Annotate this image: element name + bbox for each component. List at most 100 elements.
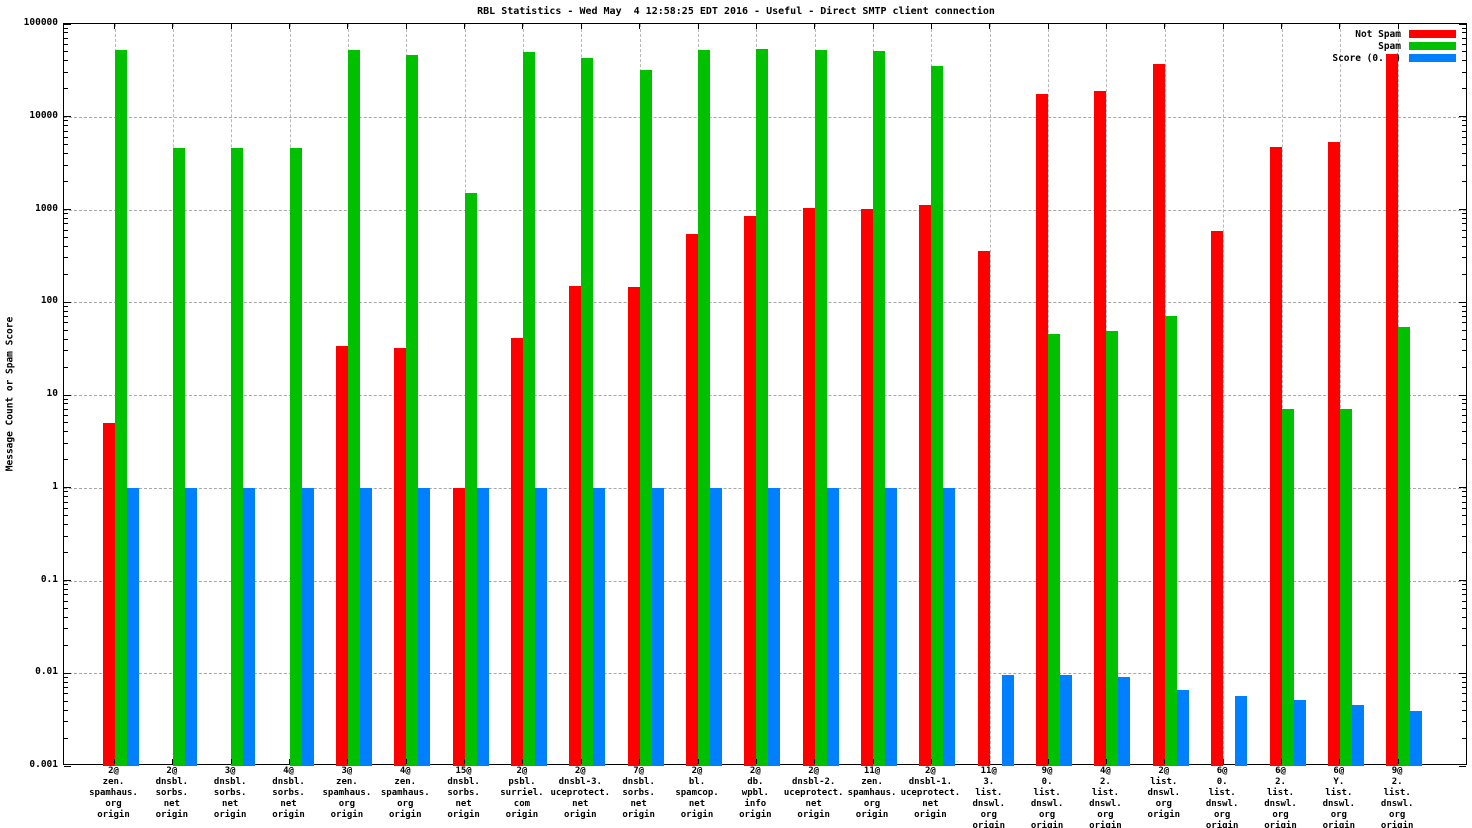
y-minor-tick — [64, 501, 68, 503]
x-tick — [172, 759, 174, 764]
y-major-tick — [1459, 116, 1466, 118]
y-minor-tick — [64, 408, 68, 410]
x-tick — [289, 759, 291, 764]
x-category-label: 9@ 2. list. dnswl. org origin — [1380, 766, 1414, 828]
y-minor-tick — [1462, 37, 1466, 39]
bar-spam — [931, 66, 944, 766]
x-tick — [639, 24, 641, 29]
x-tick — [814, 759, 816, 764]
y-major-tick — [64, 580, 71, 581]
y-major-tick — [1459, 209, 1466, 210]
y-major-tick — [64, 301, 71, 303]
y-tick-label: 100 — [40, 295, 58, 307]
y-minor-tick — [1462, 507, 1466, 509]
y-minor-tick — [64, 51, 68, 53]
y-major-tick — [64, 394, 71, 396]
gridline-vertical — [1281, 24, 1283, 764]
x-tick — [1164, 759, 1166, 764]
x-tick — [580, 24, 582, 29]
x-tick — [114, 24, 115, 29]
x-tick — [697, 759, 699, 764]
y-major-tick — [1459, 487, 1466, 489]
x-tick — [1397, 759, 1399, 764]
bar-not-spam — [569, 285, 582, 766]
y-minor-tick — [64, 153, 68, 155]
x-tick — [1047, 24, 1049, 29]
bar-not-spam — [627, 287, 640, 766]
x-tick — [522, 24, 524, 29]
x-category-label: 4@ zen. spamhaus. org origin — [380, 766, 430, 820]
y-minor-tick — [1462, 515, 1466, 517]
bar-spam — [814, 49, 827, 766]
bar-not-spam — [394, 348, 407, 766]
x-tick — [989, 24, 991, 29]
bar-spam — [1164, 316, 1177, 766]
y-tick-label: 10 — [46, 388, 58, 399]
y-minor-tick — [64, 459, 68, 461]
y-minor-tick — [64, 229, 68, 231]
y-major-tick — [64, 23, 71, 25]
y-minor-tick — [64, 120, 68, 122]
y-minor-tick — [1462, 415, 1466, 417]
bar-score-0-1 — [534, 487, 547, 766]
y-minor-tick — [1462, 88, 1466, 90]
y-minor-tick — [1462, 422, 1466, 424]
y-minor-tick — [1462, 403, 1466, 405]
bar-spam — [231, 148, 244, 766]
y-minor-tick — [64, 60, 68, 62]
x-category-label: 4@ 2. list. dnswl. org origin — [1089, 766, 1122, 828]
y-minor-tick — [64, 693, 68, 695]
y-minor-tick — [64, 164, 68, 166]
legend-label-not-spam: Not Spam — [1355, 28, 1401, 40]
y-minor-tick — [64, 496, 68, 498]
bar-spam — [522, 51, 535, 766]
y-minor-tick — [1462, 27, 1466, 29]
y-tick-label: 100000 — [23, 17, 58, 28]
y-minor-tick — [1462, 496, 1466, 498]
y-minor-tick — [1462, 398, 1466, 400]
bar-spam — [347, 50, 360, 766]
x-tick — [1164, 24, 1166, 29]
bar-score-0-1 — [1351, 705, 1364, 766]
x-category-label: 2@ dnsbl. sorbs. net origin — [155, 766, 189, 820]
y-minor-tick — [64, 681, 68, 683]
x-tick — [1281, 759, 1282, 764]
x-category-label: 2@ db. wpbl. info origin — [739, 766, 772, 820]
y-minor-tick — [1462, 316, 1466, 318]
y-minor-tick — [64, 71, 68, 73]
y-minor-tick — [64, 44, 68, 46]
y-minor-tick — [64, 322, 68, 324]
y-minor-tick — [1462, 181, 1466, 183]
y-minor-tick — [1462, 584, 1466, 586]
x-category-label: 7@ dnsbl. sorbs. net origin — [622, 766, 655, 820]
gridline-vertical — [989, 24, 991, 764]
y-minor-tick — [64, 273, 68, 275]
y-minor-tick — [64, 310, 68, 312]
y-minor-tick — [64, 213, 68, 215]
x-tick — [347, 759, 349, 764]
x-tick — [1339, 24, 1341, 29]
x-tick — [755, 759, 757, 764]
y-minor-tick — [64, 144, 68, 146]
bar-not-spam — [1211, 230, 1224, 766]
y-minor-tick — [64, 644, 68, 646]
bar-score-0-1 — [710, 487, 722, 766]
legend: Not Spam Spam Score (0..1) — [1332, 28, 1456, 64]
y-minor-tick — [1462, 552, 1466, 554]
x-tick — [872, 759, 874, 764]
x-category-label: 2@ psbl. surriel. com origin — [500, 766, 544, 820]
legend-label-spam: Spam — [1378, 40, 1401, 52]
y-minor-tick — [64, 584, 68, 586]
y-minor-tick — [64, 700, 68, 702]
y-minor-tick — [64, 607, 68, 609]
y-minor-tick — [1462, 136, 1466, 138]
y-minor-tick — [1462, 245, 1466, 247]
x-tick — [1397, 24, 1399, 29]
y-major-tick — [1459, 765, 1466, 767]
y-minor-tick — [64, 316, 68, 318]
x-tick — [930, 24, 932, 29]
y-minor-tick — [1462, 120, 1466, 122]
y-minor-tick — [1462, 491, 1466, 493]
y-major-tick — [1459, 580, 1466, 581]
